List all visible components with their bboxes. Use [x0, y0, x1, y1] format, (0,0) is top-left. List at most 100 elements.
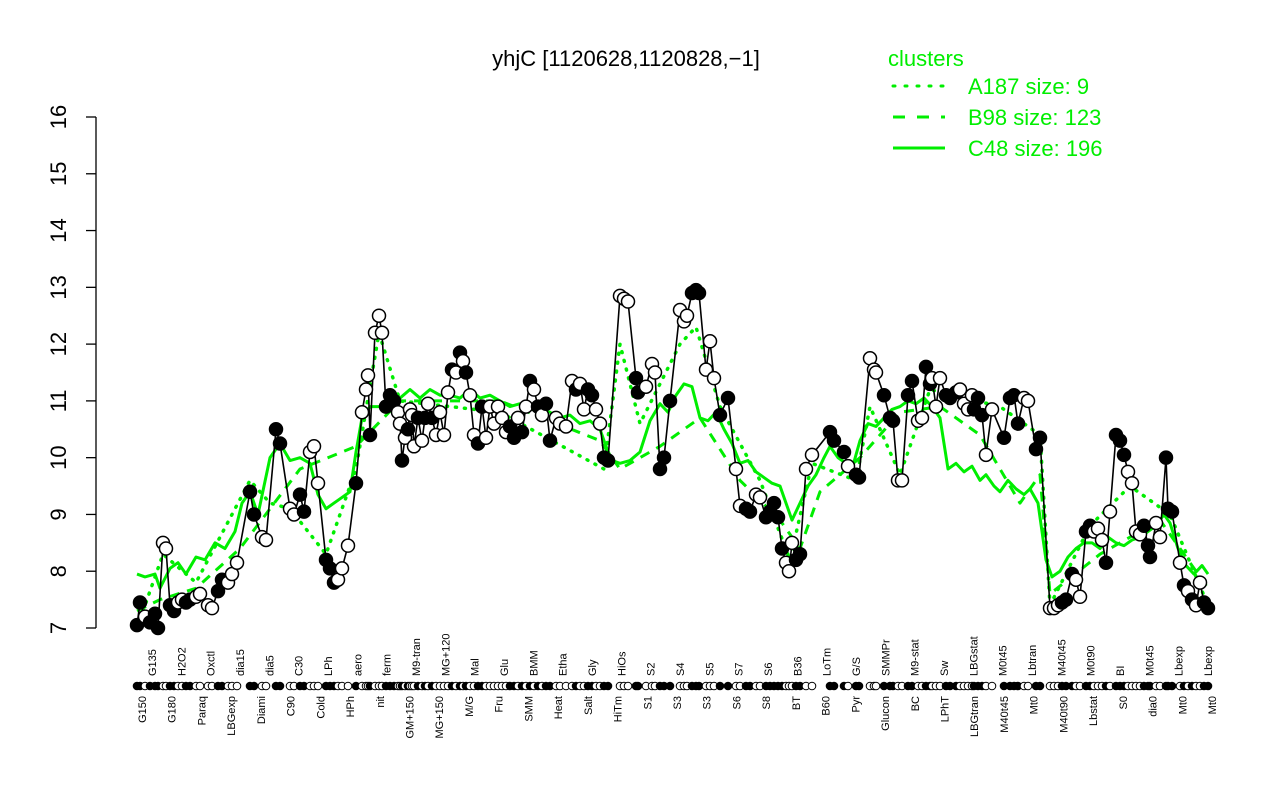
data-point: [798, 461, 814, 477]
y-tick-label: 16: [46, 105, 71, 129]
data-point: [728, 461, 744, 477]
data-point: [900, 387, 916, 403]
x-tick-label-bottom: LPhT: [940, 696, 952, 723]
data-point: [1192, 575, 1208, 590]
x-tick-label-bottom: S8: [761, 696, 773, 709]
data-point: [588, 402, 604, 417]
x-tick-label-top: Gly: [587, 659, 599, 676]
strip-marker: [854, 681, 864, 691]
legend-title: clusters: [888, 46, 964, 71]
data-point: [1136, 518, 1152, 534]
data-point: [679, 308, 695, 323]
data-point: [647, 365, 663, 380]
x-tick-label-top: M40t45: [1056, 639, 1068, 676]
x-tick-label-top: BMM: [528, 650, 540, 676]
strip-marker: [665, 681, 675, 691]
x-tick-label-top: S5: [704, 663, 716, 676]
data-point: [742, 504, 758, 519]
strip-marker: [807, 681, 817, 691]
x-tick-label-top: dia5: [264, 655, 276, 676]
data-point: [1152, 529, 1168, 545]
x-tick-label-top: C30: [294, 656, 306, 676]
x-tick-label-bottom: dia0: [1148, 696, 1160, 717]
data-point: [584, 387, 600, 403]
data-point: [1112, 433, 1128, 448]
x-tick-label-bottom: S3: [702, 696, 714, 709]
data-point: [400, 422, 416, 437]
data-point: [691, 285, 707, 301]
data-point: [914, 410, 930, 426]
x-tick-label-top: Lbexp: [1174, 646, 1186, 676]
data-point: [978, 447, 994, 463]
strip-marker: [715, 681, 725, 691]
x-tick-label-top: M0t45: [1144, 645, 1156, 676]
x-tick-label-top: MG+120: [440, 634, 452, 677]
data-point: [656, 450, 672, 465]
x-tick-label-top: M9-stat: [910, 639, 922, 676]
data-point: [885, 413, 901, 429]
x-tick-label-top: LBGstat: [968, 636, 980, 676]
x-tick-label-bottom: LBGexp: [226, 696, 238, 736]
data-point: [1142, 549, 1158, 565]
data-point: [1102, 504, 1118, 519]
strip-marker: [603, 681, 613, 691]
x-tick-label-bottom: Diami: [256, 696, 268, 724]
x-tick-label-bottom: Mt0: [1207, 696, 1219, 714]
data-point: [132, 595, 148, 610]
data-point: [340, 538, 356, 553]
data-point: [526, 382, 542, 397]
x-tick-label-top: BI: [1115, 666, 1127, 676]
y-tick-label: 8: [46, 565, 71, 577]
x-tick-label-bottom: Lbstat: [1088, 696, 1100, 726]
strip-marker: [232, 681, 242, 691]
data-point: [576, 402, 592, 417]
x-tick-label-bottom: S0: [1118, 696, 1130, 709]
x-tick-label-bottom: GM+150: [405, 696, 417, 739]
data-point: [592, 416, 608, 431]
data-point: [204, 600, 220, 616]
data-point: [952, 382, 968, 397]
x-tick-label-top: ferm: [382, 654, 394, 676]
strip-marker: [633, 681, 643, 691]
data-point: [458, 365, 474, 380]
x-tick-label-top: Sw: [939, 661, 951, 676]
data-point: [1158, 450, 1174, 465]
data-point: [510, 410, 526, 426]
data-point: [804, 447, 820, 463]
data-point: [628, 370, 644, 386]
x-tick-label-bottom: Pyr: [850, 696, 862, 713]
data-point: [826, 433, 842, 448]
data-point: [147, 606, 163, 622]
data-point: [851, 470, 867, 485]
data-point: [702, 334, 718, 349]
data-point: [258, 532, 274, 548]
data-point: [158, 541, 174, 556]
strip-marker: [249, 681, 259, 691]
x-tick-label-top: B36: [792, 656, 804, 676]
data-point: [306, 439, 322, 454]
data-point: [414, 433, 430, 448]
strip-marker: [871, 681, 881, 691]
data-point: [1148, 515, 1164, 531]
data-point: [272, 436, 288, 451]
strip-marker: [195, 681, 205, 691]
data-point: [781, 563, 797, 579]
x-tick-label-top: Lbtran: [1027, 645, 1039, 676]
x-tick-label-top: LPh: [323, 656, 335, 676]
data-point: [150, 620, 166, 636]
x-tick-label-bottom: BC: [910, 696, 922, 711]
data-point: [478, 430, 494, 446]
x-tick-label-bottom: HPh: [345, 696, 357, 717]
strip-marker: [843, 681, 853, 691]
data-point: [538, 396, 554, 411]
x-tick-label-bottom: M40t90: [1058, 696, 1070, 733]
data-point: [984, 402, 1000, 417]
strip-marker: [275, 681, 285, 691]
data-point: [1172, 555, 1188, 570]
x-tick-label-bottom: M40t45: [999, 696, 1011, 733]
data-point: [394, 453, 410, 468]
y-tick-label: 15: [46, 162, 71, 186]
x-tick-label-bottom: S6: [731, 696, 743, 709]
data-point: [1058, 592, 1074, 607]
x-tick-label-top: S2: [646, 663, 658, 676]
